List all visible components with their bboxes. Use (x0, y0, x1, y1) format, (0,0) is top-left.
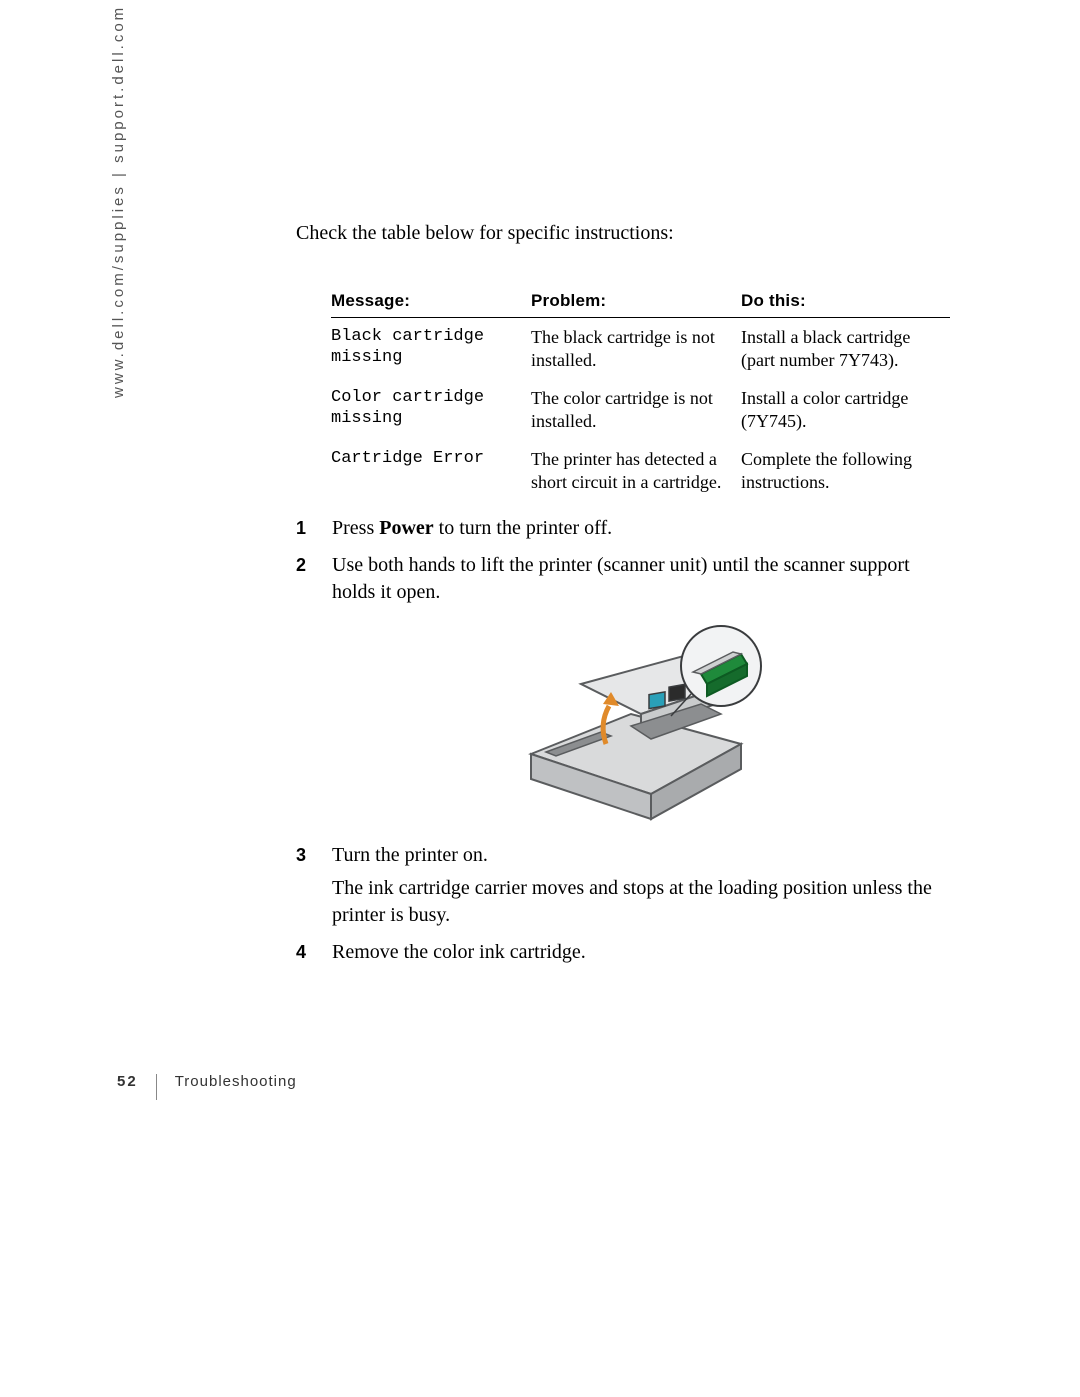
margin-url-text: www.dell.com/supplies | support.dell.com (110, 5, 127, 398)
step-text: Turn the printer on. (332, 844, 488, 866)
cell-message: Black cartridge missing (331, 318, 531, 380)
step-number: 2 (296, 553, 306, 577)
page: www.dell.com/supplies | support.dell.com… (0, 0, 1080, 1397)
step-4: 4 Remove the color ink cartridge. (296, 939, 950, 966)
main-content: Check the table below for specific instr… (296, 222, 950, 976)
step-3: 3 Turn the printer on. The ink cartridge… (296, 842, 950, 929)
col-do-this: Do this: (741, 285, 950, 318)
step-number: 3 (296, 843, 306, 867)
step-text-bold: Power (379, 517, 433, 539)
footer-separator-icon (156, 1074, 157, 1100)
table-header-row: Message: Problem: Do this: (331, 285, 950, 318)
step-number: 1 (296, 516, 306, 540)
col-message: Message: (331, 285, 531, 318)
printer-illustration (511, 624, 771, 824)
intro-text: Check the table below for specific instr… (296, 222, 950, 245)
page-number: 52 (117, 1073, 138, 1090)
table-row: Color cartridge missing The color cartri… (331, 379, 950, 440)
instruction-list: 1 Press Power to turn the printer off. 2… (296, 515, 950, 966)
step-1: 1 Press Power to turn the printer off. (296, 515, 950, 542)
cell-do: Install a color cartridge (7Y745). (741, 379, 950, 440)
col-problem: Problem: (531, 285, 741, 318)
cell-do: Complete the following instructions. (741, 440, 950, 501)
step-subtext: The ink cartridge carrier moves and stop… (332, 875, 950, 929)
step-2: 2 Use both hands to lift the printer (sc… (296, 552, 950, 824)
page-footer: 52 Troubleshooting (117, 1068, 297, 1094)
cell-message: Color cartridge missing (331, 379, 531, 440)
cell-problem: The printer has detected a short circuit… (531, 440, 741, 501)
cell-problem: The black cartridge is not installed. (531, 318, 741, 380)
step-text-pre: Press (332, 517, 379, 539)
table-row: Black cartridge missing The black cartri… (331, 318, 950, 380)
step-text: Remove the color ink cartridge. (332, 941, 586, 963)
step-number: 4 (296, 940, 306, 964)
troubleshooting-table: Message: Problem: Do this: Black cartrid… (331, 285, 950, 501)
cell-message: Cartridge Error (331, 440, 531, 501)
step-text-post: to turn the printer off. (434, 517, 612, 539)
section-title: Troubleshooting (175, 1073, 297, 1090)
table-row: Cartridge Error The printer has detected… (331, 440, 950, 501)
cell-problem: The color cartridge is not installed. (531, 379, 741, 440)
step-text: Use both hands to lift the printer (scan… (332, 554, 910, 603)
cell-do: Install a black cartridge (part number 7… (741, 318, 950, 380)
